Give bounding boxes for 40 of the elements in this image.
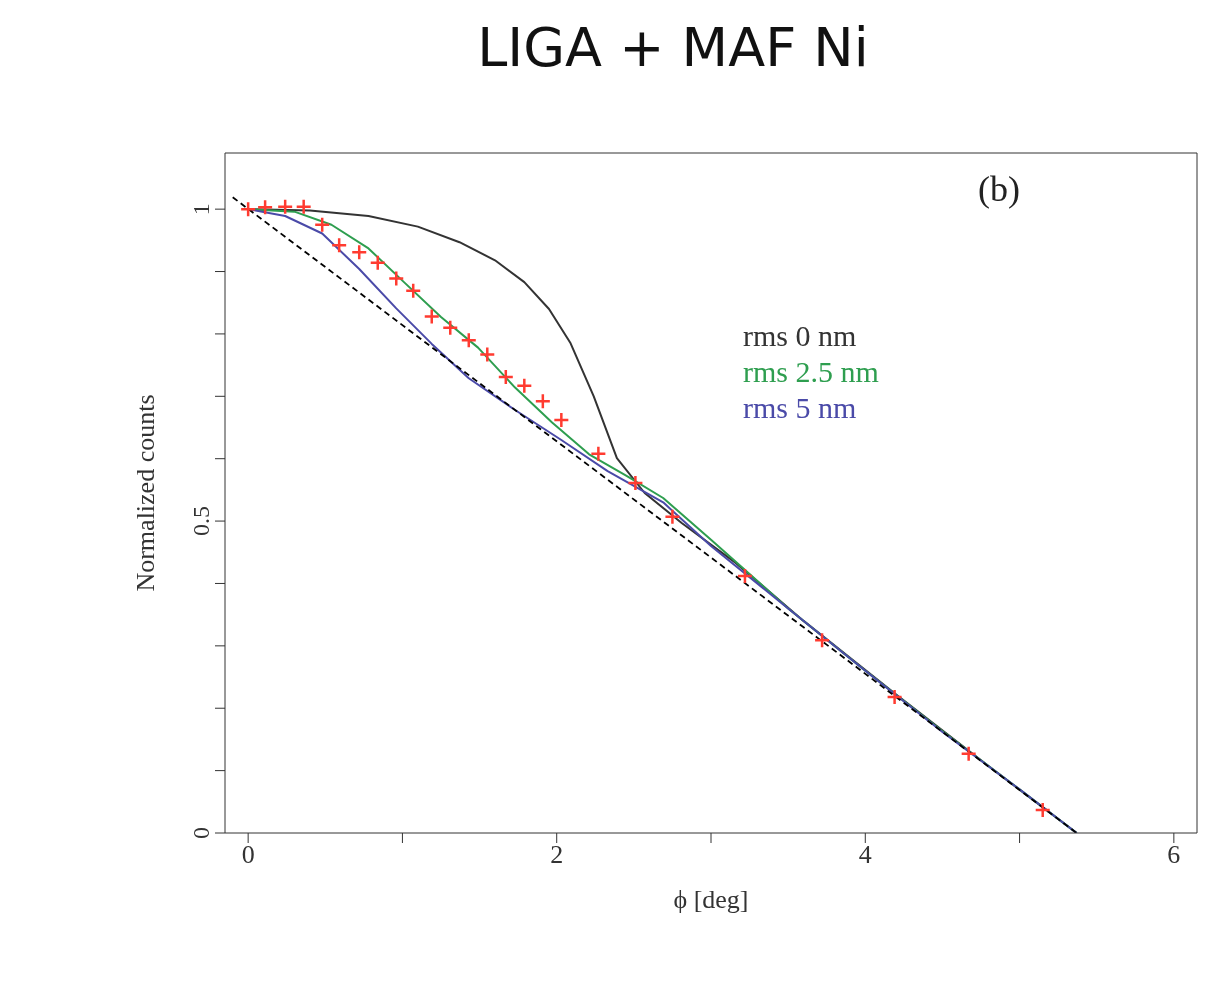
point (388, 270, 405, 287)
y-tick-label: 1 (188, 203, 214, 216)
point (350, 243, 368, 261)
point (516, 377, 533, 394)
point (423, 308, 440, 325)
point (813, 631, 831, 649)
point (276, 198, 294, 215)
point (256, 199, 274, 216)
x-axis-title: ϕ [deg] (673, 885, 749, 914)
point (442, 319, 459, 336)
annotation: (b) (978, 168, 1020, 210)
point (1034, 801, 1051, 819)
y-axis-title: Normalized counts (131, 394, 161, 592)
point (664, 508, 681, 525)
point (736, 567, 754, 585)
y-tick-label: 0.5 (188, 506, 214, 537)
point (460, 331, 478, 349)
point (239, 200, 257, 218)
point (497, 368, 515, 386)
point (330, 237, 348, 254)
text: rms 2.5 nm (743, 354, 879, 390)
y-tick-label: 0 (188, 827, 214, 839)
point (886, 688, 903, 706)
point (313, 216, 331, 233)
x-tick-label: 6 (1167, 840, 1181, 870)
point (627, 474, 644, 492)
point (590, 445, 607, 462)
point (369, 254, 386, 272)
point (534, 393, 552, 410)
text: rms 5 nm (743, 390, 858, 426)
point (479, 346, 496, 363)
text: rms 0 nm (743, 318, 858, 354)
point (960, 745, 977, 763)
x-tick-label: 2 (550, 840, 564, 870)
point (553, 411, 570, 429)
point (295, 198, 312, 215)
point (404, 282, 422, 300)
x-tick-label: 0 (241, 840, 255, 870)
x-tick-label: 4 (858, 840, 872, 870)
chart-title: LIGA + MAF Ni (476, 16, 870, 79)
